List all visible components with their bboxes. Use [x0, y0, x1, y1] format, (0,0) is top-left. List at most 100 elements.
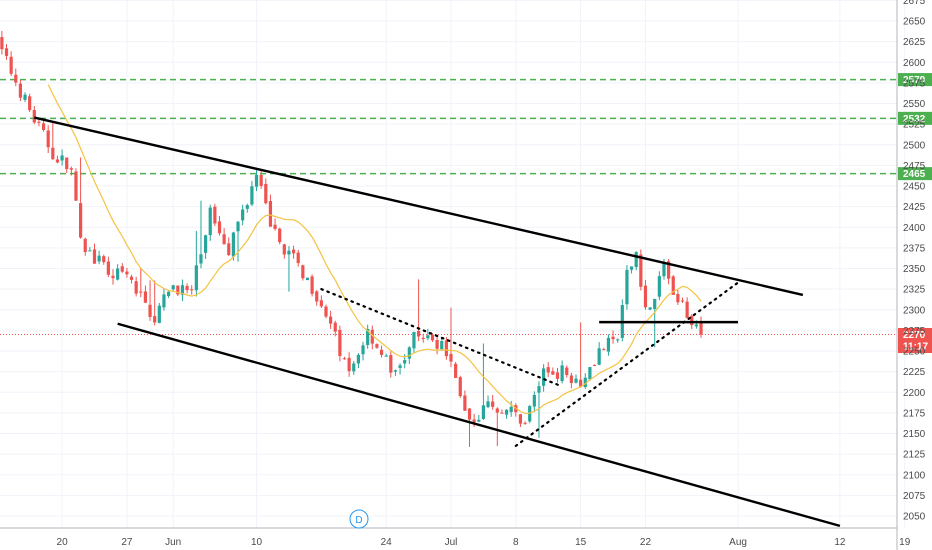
level-tag-text: 2532 — [903, 114, 926, 125]
candle-down — [421, 337, 425, 340]
level-tag-box — [898, 111, 932, 125]
y-tick-label: 2325 — [903, 285, 926, 296]
y-tick-label: 2075 — [903, 491, 926, 502]
y-tick-label: 2625 — [903, 37, 926, 48]
candle-down — [699, 322, 703, 335]
candle-down — [569, 375, 573, 383]
candle-up — [537, 386, 541, 393]
candle-down — [551, 371, 555, 375]
level-tag-text: 2465 — [903, 169, 926, 180]
interval-badge[interactable]: D — [349, 509, 369, 529]
candle-down — [301, 265, 305, 279]
candle-down — [676, 294, 680, 303]
candle-down — [416, 331, 421, 337]
candle-up — [504, 409, 509, 415]
candle-down — [500, 412, 504, 414]
candle-up — [542, 368, 546, 386]
candle-down — [153, 316, 157, 323]
candle-up — [426, 335, 430, 339]
candle-up — [528, 406, 532, 422]
grid — [0, 0, 906, 528]
candle-up — [532, 395, 536, 407]
candle-down — [79, 203, 83, 238]
candle-down — [467, 408, 472, 420]
candle-down — [217, 221, 222, 234]
y-tick-label: 2275 — [903, 326, 926, 337]
candle-up — [597, 348, 601, 365]
y-tick-label: 2425 — [903, 202, 926, 213]
current-price-tag-box — [898, 328, 932, 353]
candle-down — [310, 276, 314, 294]
candle-down — [379, 349, 384, 355]
candle-up — [560, 365, 564, 382]
candle-down — [435, 339, 439, 349]
candle-up — [393, 370, 398, 372]
y-tick-label: 2675 — [903, 0, 926, 7]
candle-down — [463, 395, 467, 411]
candle-up — [403, 360, 407, 364]
interval-badge-label: D — [355, 515, 362, 526]
level-tag-box — [898, 167, 932, 181]
candle-down — [111, 275, 115, 279]
candle-up — [648, 307, 652, 310]
candle-up — [509, 406, 513, 413]
y-tick-label: 2250 — [903, 347, 926, 358]
candle-up — [486, 401, 490, 408]
candle-down — [296, 252, 300, 264]
candle-up — [407, 347, 411, 359]
candle-up — [245, 205, 249, 209]
candle-down — [106, 261, 110, 275]
candle-up — [366, 328, 370, 345]
candle-up — [606, 337, 611, 352]
candle-down — [375, 344, 379, 348]
candle-down — [55, 159, 60, 163]
candle-up — [481, 405, 486, 419]
candle-up — [398, 365, 402, 368]
candle-down — [259, 174, 263, 186]
x-tick-label: Jul — [445, 537, 458, 548]
candle-down — [125, 271, 129, 275]
candle-up — [634, 252, 638, 268]
candle-down — [430, 334, 435, 341]
x-tick-label: 8 — [513, 537, 519, 548]
candle-down — [602, 349, 606, 351]
candle-up — [440, 341, 444, 350]
y-tick-label: 2125 — [903, 450, 926, 461]
candle-down — [268, 201, 273, 227]
candle-down — [555, 372, 560, 379]
y-tick-label: 2100 — [903, 470, 926, 481]
candle-down — [291, 249, 296, 254]
candle-down — [454, 363, 458, 378]
y-tick-label: 2450 — [903, 182, 926, 193]
candle-down — [449, 353, 453, 362]
moving-average-line — [47, 84, 702, 415]
moving-average — [47, 84, 702, 415]
candle-up — [162, 294, 166, 308]
candle-down — [342, 358, 347, 360]
candles — [0, 30, 703, 447]
y-tick-label: 2575 — [903, 78, 926, 89]
y-tick-label: 2475 — [903, 161, 926, 172]
candle-up — [574, 378, 578, 383]
candle-down — [592, 364, 597, 366]
candle-down — [227, 243, 231, 255]
candle-down — [32, 109, 36, 123]
candle-up — [629, 266, 634, 270]
candle-down — [46, 130, 50, 148]
x-tick-label: 19 — [899, 537, 911, 548]
y-tick-label: 2600 — [903, 58, 926, 69]
candle-down — [102, 256, 106, 263]
candle-down — [9, 56, 13, 74]
candle-down — [579, 379, 583, 387]
y-tick-label: 2050 — [903, 512, 926, 523]
candle-down — [83, 238, 87, 253]
candle-up — [287, 250, 291, 255]
candle-down — [495, 408, 499, 413]
candle-up — [356, 354, 360, 364]
candle-down — [264, 183, 268, 204]
candle-up — [231, 232, 235, 257]
candle-down — [685, 301, 689, 318]
candle-down — [319, 300, 323, 307]
candle-up — [171, 285, 175, 290]
